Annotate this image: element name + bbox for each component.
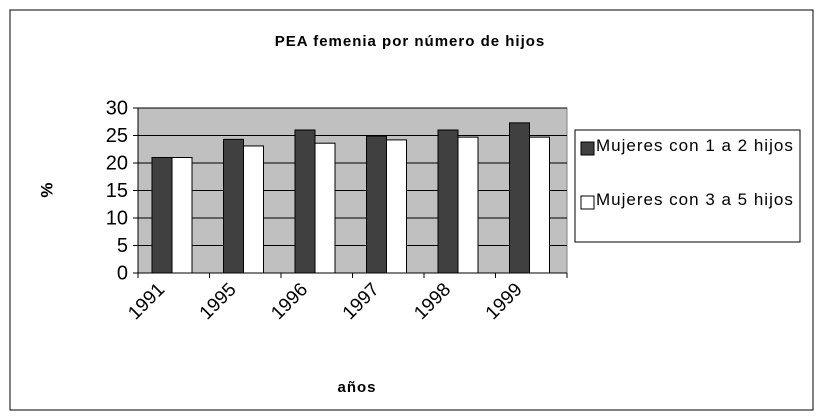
x-axis-label: años bbox=[337, 379, 376, 396]
y-axis-label: % bbox=[37, 182, 56, 197]
y-tick-label: 30 bbox=[106, 97, 128, 119]
legend bbox=[574, 129, 801, 243]
bar bbox=[386, 139, 407, 274]
bar bbox=[457, 136, 479, 274]
bar bbox=[223, 138, 244, 274]
legend-label: Mujeres con 3 a 5 hijos bbox=[596, 190, 794, 209]
bar bbox=[243, 145, 264, 274]
y-tick-label: 25 bbox=[106, 125, 128, 147]
y-tick-label: 20 bbox=[106, 152, 128, 174]
y-tick-label: 5 bbox=[117, 235, 128, 257]
bar bbox=[171, 157, 193, 274]
y-tick-label: 10 bbox=[106, 207, 128, 229]
y-tick-label: 15 bbox=[106, 180, 128, 202]
y-tick-label: 0 bbox=[117, 262, 128, 284]
bar bbox=[294, 129, 316, 274]
legend-swatch bbox=[580, 141, 595, 156]
legend-swatch bbox=[580, 195, 595, 210]
bar bbox=[437, 129, 459, 274]
bar bbox=[151, 157, 173, 274]
bar bbox=[529, 136, 550, 274]
legend-entry: Mujeres con 1 a 2 hijos bbox=[596, 136, 794, 155]
legend-label: Mujeres con 1 a 2 hijos bbox=[596, 136, 794, 155]
bar bbox=[314, 142, 336, 274]
bar bbox=[366, 135, 387, 274]
chart-title: PEA femenia por número de hijos bbox=[275, 33, 546, 50]
bar bbox=[509, 122, 530, 274]
legend-entry: Mujeres con 3 a 5 hijos bbox=[596, 190, 794, 209]
